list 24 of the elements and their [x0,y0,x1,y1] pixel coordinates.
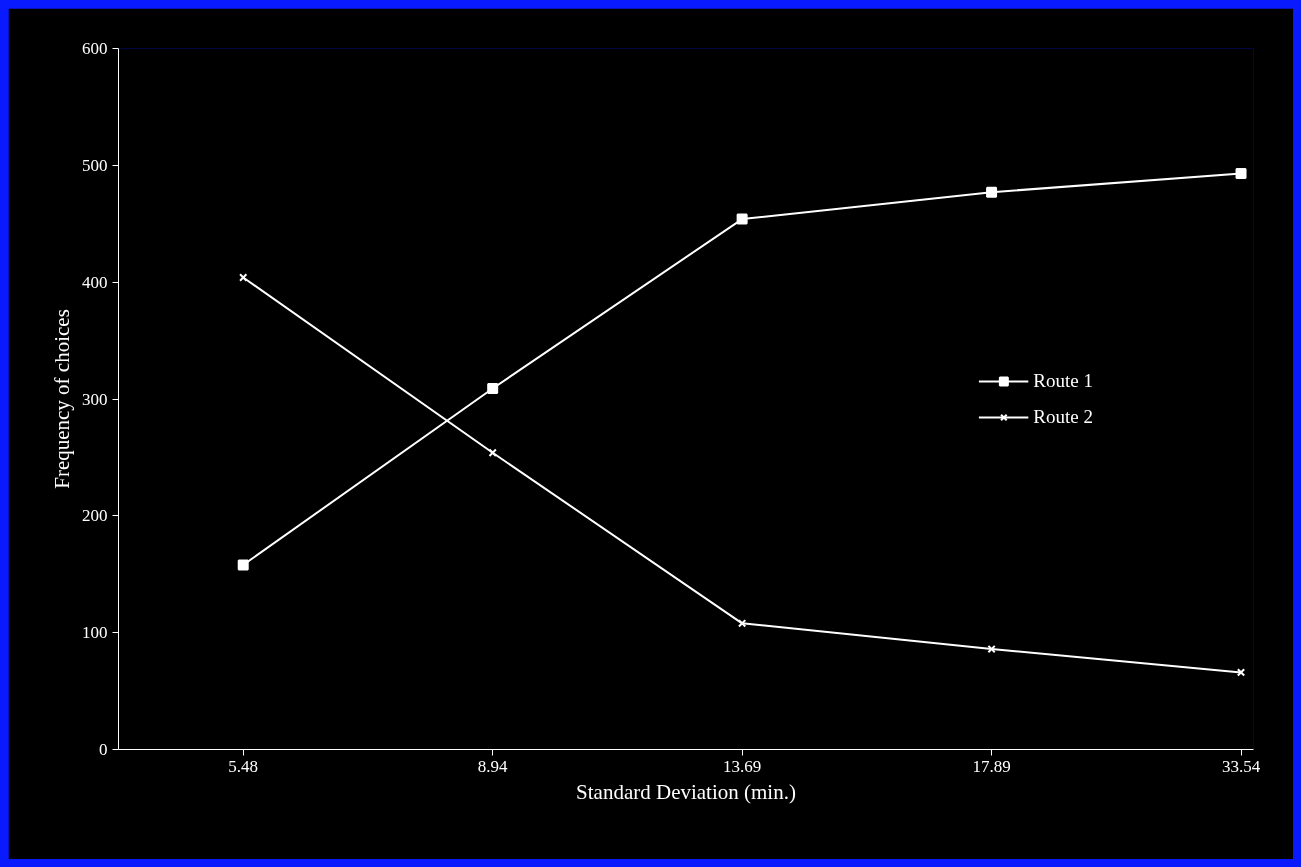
x-tick-label: 33.54 [1221,756,1261,776]
point [986,186,998,198]
point [736,213,748,225]
point [237,559,249,571]
y-tick-label: 0 [99,740,108,759]
legend-label: Route 1 [1033,369,1093,392]
x-tick-label: 5.48 [228,756,259,776]
y-tick-label: 100 [82,623,108,643]
point [487,382,499,394]
point [239,273,248,282]
y-tick-label: 200 [82,506,108,526]
legend-label: Route 2 [1033,405,1093,428]
y-tick-label: 300 [82,389,108,409]
point [1235,168,1247,180]
point [488,448,497,457]
x-tick-label: 8.94 [477,756,509,776]
x-axis-title: Standard Deviation (min.) [576,779,796,804]
x-tick-label: 17.89 [972,756,1011,776]
y-tick-label: 600 [82,39,108,58]
y-axis-title: Frequency of choices [50,309,74,489]
x-tick-label: 13.69 [723,756,762,776]
point [1236,668,1246,677]
y-tick-label: 400 [82,272,108,292]
y-tick-label: 500 [82,155,108,175]
